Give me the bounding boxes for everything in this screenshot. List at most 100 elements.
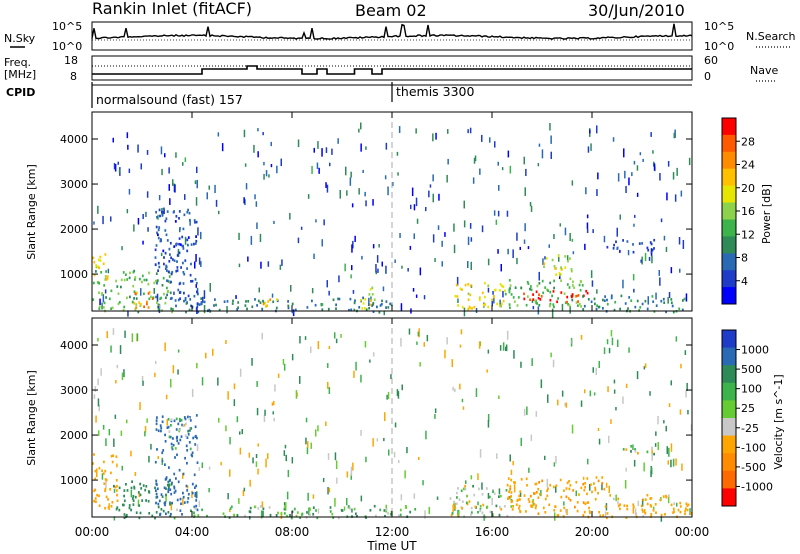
heatmap-cell	[537, 512, 540, 515]
heatmap-cell	[655, 292, 657, 300]
heatmap-cell	[572, 251, 575, 255]
heatmap-cell	[287, 300, 289, 303]
heatmap-cell	[299, 376, 301, 384]
heatmap-cell	[650, 505, 653, 508]
heatmap-cell	[312, 494, 315, 499]
heatmap-cell	[175, 477, 177, 480]
heatmap-cell	[538, 293, 540, 296]
colorbar-tick-label: 4	[741, 275, 748, 288]
heatmap-cell	[586, 291, 589, 295]
heatmap-cell	[597, 479, 600, 483]
heatmap-cell	[564, 255, 567, 258]
heatmap-cell	[201, 508, 203, 512]
heatmap-cell	[159, 297, 162, 300]
heatmap-cell	[325, 182, 327, 188]
heatmap-cell	[170, 502, 173, 511]
colorbar-swatch	[722, 453, 736, 472]
heatmap-cell	[570, 269, 573, 273]
heatmap-cell	[679, 268, 681, 273]
heatmap-cell	[519, 492, 522, 497]
heatmap-cell	[627, 307, 629, 310]
heatmap-cell	[264, 301, 266, 305]
heatmap-cell	[560, 495, 563, 499]
heatmap-cell	[134, 276, 137, 279]
heatmap-cell	[307, 492, 309, 501]
heatmap-cell	[175, 436, 178, 440]
heatmap-cell	[551, 308, 554, 318]
heatmap-cell	[584, 502, 587, 506]
heatmap-cell	[183, 416, 186, 419]
heatmap-cell	[148, 490, 150, 493]
heatmap-cell	[313, 147, 315, 153]
heatmap-cell	[186, 436, 189, 439]
heatmap-cell	[155, 225, 158, 229]
heatmap-cell	[166, 419, 168, 426]
heatmap-cell	[192, 436, 195, 440]
heatmap-cell	[504, 292, 507, 296]
heatmap-cell	[98, 291, 100, 294]
nsky-left-tick-bottom: 10^0	[52, 40, 82, 53]
heatmap-cell	[531, 299, 534, 304]
heatmap-cell	[597, 491, 599, 495]
heatmap-cell	[309, 508, 311, 511]
heatmap-cell	[292, 309, 295, 317]
heatmap-cell	[353, 370, 355, 378]
heatmap-cell	[539, 492, 541, 496]
heatmap-cell	[123, 516, 126, 520]
date-title: 30/Jun/2010	[588, 1, 685, 20]
colorbar-swatch	[722, 382, 736, 401]
heatmap-cell	[542, 258, 544, 265]
heatmap-cell	[197, 310, 200, 314]
heatmap-cell	[507, 497, 510, 500]
x-tick-label: 20:00	[575, 525, 610, 539]
heatmap-cell	[492, 490, 494, 493]
heatmap-cell	[563, 506, 566, 510]
heatmap-cell	[295, 514, 298, 518]
heatmap-cell	[459, 383, 461, 390]
heatmap-cell	[627, 250, 630, 256]
heatmap-cell	[390, 374, 392, 380]
heatmap-cell	[141, 376, 144, 382]
heatmap-cell	[486, 505, 489, 509]
heatmap-cell	[487, 349, 490, 354]
heatmap-cell	[238, 232, 240, 240]
heatmap-cell	[97, 265, 99, 269]
heatmap-cell	[165, 476, 168, 479]
heatmap-cell	[253, 505, 256, 509]
nsky-right-label: N.Search	[746, 30, 796, 43]
heatmap-cell	[254, 194, 256, 200]
heatmap-cell	[178, 237, 181, 240]
heatmap-cell	[217, 132, 220, 137]
heatmap-cell	[156, 448, 158, 451]
heatmap-cell	[457, 513, 459, 517]
heatmap-cell	[98, 494, 100, 498]
heatmap-cell	[411, 187, 414, 197]
heatmap-cell	[110, 289, 113, 293]
heatmap-cell	[123, 369, 125, 378]
heatmap-cell	[226, 306, 228, 314]
heatmap-cell	[413, 204, 416, 211]
heatmap-cell	[138, 516, 141, 520]
heatmap-cell	[147, 292, 150, 295]
heatmap-cell	[596, 289, 598, 294]
heatmap-cell	[435, 132, 437, 140]
heatmap-cell	[351, 244, 353, 253]
heatmap-cell	[116, 493, 118, 497]
heatmap-cell	[553, 485, 555, 489]
heatmap-cell	[548, 244, 550, 248]
heatmap-cell	[535, 504, 537, 507]
heatmap-cell	[261, 307, 264, 311]
heatmap-cell	[193, 219, 196, 222]
heatmap-cell	[161, 210, 163, 214]
freq-left-tick-top: 18	[64, 54, 78, 67]
heatmap-cell	[487, 258, 490, 266]
heatmap-cell	[523, 239, 526, 244]
heatmap-cell	[300, 226, 303, 230]
heatmap-cell	[687, 503, 690, 507]
heatmap-cell	[652, 150, 654, 154]
heatmap-cell	[481, 493, 484, 496]
heatmap-cell	[154, 263, 157, 266]
heatmap-cell	[136, 333, 139, 341]
heatmap-cell	[154, 372, 156, 378]
heatmap-cell	[458, 498, 461, 502]
